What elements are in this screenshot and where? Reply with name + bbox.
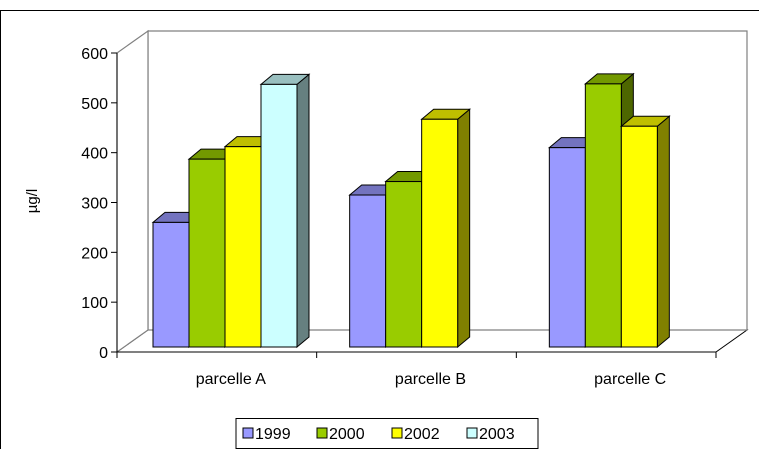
bar-2000-1	[385, 181, 423, 348]
y-tick-label: 300	[81, 196, 108, 213]
legend-swatch	[391, 427, 403, 439]
bar-1999-2	[548, 147, 586, 348]
legend-swatch	[466, 427, 478, 439]
bar-1999-0	[152, 221, 190, 348]
legend-box	[235, 418, 539, 449]
legend-swatch	[242, 427, 254, 439]
bar-2002-0	[224, 146, 262, 348]
x-axis: parcelle A parcelle B parcelle C	[116, 351, 717, 388]
y-tick-label: 400	[81, 146, 108, 163]
y-tick-label: 0	[99, 345, 108, 362]
x-tick-label: parcelle C	[594, 371, 666, 388]
legend-label: 1999	[255, 426, 291, 443]
bar-2002-1	[421, 118, 459, 348]
x-tick-label: parcelle A	[196, 371, 267, 388]
bar-2000-2	[584, 83, 622, 348]
bar-side	[656, 115, 670, 349]
side-wall	[116, 29, 149, 354]
legend: 1999 2000 2002 2003	[242, 426, 515, 443]
legend-label: 2003	[479, 426, 515, 443]
legend-swatch	[316, 427, 328, 439]
legend-label: 2000	[329, 426, 365, 443]
legend-label: 2002	[404, 426, 440, 443]
y-axis: 0 100 200 300 400 500 600	[81, 46, 118, 362]
y-tick-label: 600	[81, 46, 108, 63]
y-tick-label: 500	[81, 96, 108, 113]
bar-1999-1	[349, 194, 387, 348]
y-tick-label: 100	[81, 295, 108, 312]
y-axis-label: µg/l	[24, 189, 41, 214]
bar-side	[296, 73, 310, 349]
bar-2000-0	[188, 158, 226, 348]
bar-2003-0	[260, 83, 298, 348]
bars	[151, 72, 671, 349]
y-tick-label: 200	[81, 245, 108, 262]
bar-side	[457, 108, 471, 349]
x-tick-label: parcelle B	[395, 371, 466, 388]
bar-2002-2	[620, 125, 658, 348]
